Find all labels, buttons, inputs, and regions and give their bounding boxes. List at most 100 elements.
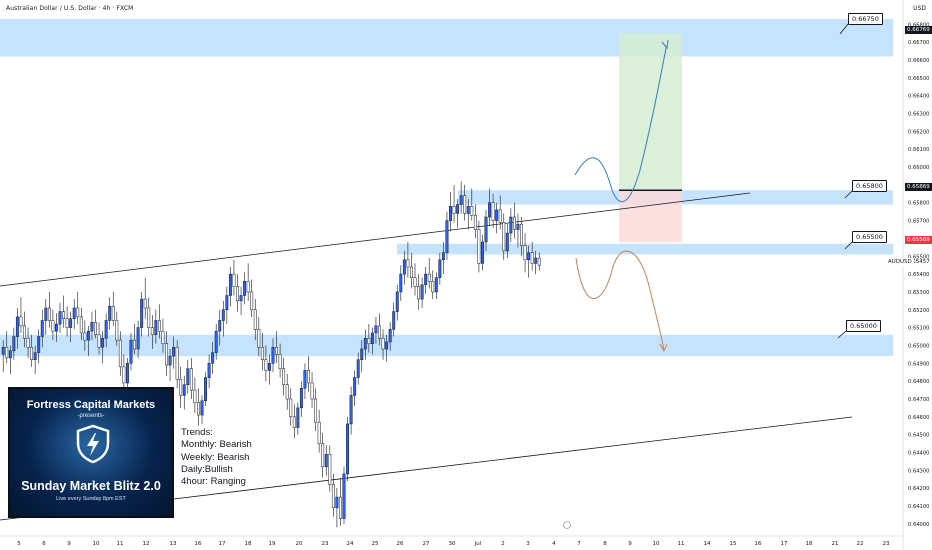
candle-body (257, 329, 261, 348)
level-label-65000[interactable]: 0.65000 (846, 320, 881, 332)
candle-body (19, 316, 23, 327)
x-tick-label: 10 (653, 541, 660, 547)
promo-schedule: Live every Sunday 8pm EST (56, 496, 126, 502)
x-tick-label: 10 (93, 541, 100, 547)
resistance-zone-66750 (0, 19, 893, 57)
support-zone-65500 (397, 243, 893, 255)
candle-body (236, 286, 239, 302)
candle-body (161, 330, 165, 344)
candle-body (477, 229, 481, 264)
candle-body (438, 259, 442, 278)
x-tick-label: 18 (245, 541, 252, 547)
level-connector (844, 190, 853, 199)
candle-body (37, 336, 41, 353)
candle-body (317, 421, 321, 444)
candle-body (303, 370, 307, 389)
candle-body (495, 209, 499, 221)
x-tick-label: 5 (17, 541, 21, 547)
x-tick-label: 19 (269, 541, 276, 547)
bearish-arrowhead (659, 343, 668, 353)
y-tick-label: 0.66600 (908, 58, 929, 64)
channel-upper-line (0, 192, 751, 287)
candle-body (289, 398, 293, 418)
x-tick-label: 22 (857, 541, 864, 547)
x-tick-label: 17 (781, 541, 788, 547)
y-tick-label: 0.65000 (908, 343, 929, 349)
x-tick-label: 23 (883, 541, 890, 547)
candle-body (314, 398, 318, 423)
x-tick-label: 6 (42, 541, 46, 547)
y-tick-label: 0.64000 (908, 522, 929, 528)
candle-body (331, 484, 335, 509)
candle-body (143, 298, 147, 309)
candle-body (122, 366, 126, 384)
y-tick-label: 0.65200 (908, 308, 929, 314)
candle-body (481, 241, 484, 264)
y-tick-label: 0.66100 (908, 147, 929, 153)
y-tick-label: 0.64500 (908, 433, 929, 439)
candle-body (413, 277, 417, 287)
y-tick-label: 0.66400 (908, 94, 929, 100)
candle-body (94, 322, 97, 336)
x-tick-label: 16 (195, 541, 202, 547)
x-tick-label: 18 (806, 541, 813, 547)
candle-body (197, 402, 200, 416)
candle-body (33, 352, 37, 360)
currency-label: USD (913, 5, 926, 12)
level-connector (837, 330, 847, 339)
level-connector (844, 241, 853, 250)
candle-body (278, 354, 282, 369)
candle-body (491, 202, 495, 221)
candle-body (72, 307, 76, 319)
x-tick-label: 23 (322, 541, 329, 547)
candle-body (296, 407, 300, 428)
level-label-65500[interactable]: 0.65500 (852, 231, 887, 243)
symbol-title: Australian Dollar / U.S. Dollar · 4h · F… (6, 5, 134, 12)
candle-body (307, 370, 310, 384)
candle-body (225, 295, 229, 311)
candle-body (104, 320, 108, 339)
candle-body (108, 305, 112, 321)
candle-body (449, 206, 452, 221)
y-tick-label: 0.64200 (908, 486, 929, 492)
bullish-arrowhead (661, 39, 669, 50)
candle-body (140, 298, 144, 328)
candle-body (530, 252, 534, 264)
price-axis (903, 0, 932, 550)
candle-body (221, 309, 225, 321)
candle-body (168, 355, 172, 366)
candle-body (282, 368, 286, 385)
level-label-65800[interactable]: 0.65800 (852, 180, 887, 192)
candle-body (228, 273, 232, 296)
y-tick-label: 0.65100 (908, 326, 929, 332)
candle-body (473, 214, 477, 230)
level-label-66750[interactable]: 0.66750 (848, 13, 883, 25)
candle-body (392, 311, 396, 330)
candle-body (417, 286, 421, 300)
candle-body (356, 359, 360, 378)
candle-body (200, 400, 204, 416)
support-zone-65000 (0, 334, 893, 357)
candle-body (399, 273, 403, 293)
candle-body (86, 330, 90, 341)
x-tick-label: 9 (67, 541, 71, 547)
candle-body (193, 389, 197, 403)
x-tick-label: 26 (397, 541, 404, 547)
target-box (619, 33, 682, 191)
x-tick-label: 11 (117, 541, 124, 547)
candle-body (97, 334, 101, 348)
x-tick-label: Jul (474, 541, 482, 547)
y-tick-label: 0.65800 (908, 201, 929, 207)
candle-body (44, 307, 48, 321)
candle-body (12, 336, 16, 352)
candle-body (385, 341, 389, 350)
candle-body (1, 347, 5, 355)
candle-body (512, 216, 516, 230)
candle-body (523, 245, 527, 261)
candle-body (378, 325, 381, 339)
trend-4hour: 4hour: Ranging (181, 476, 246, 488)
candle-body (271, 347, 275, 364)
bullish-projection-arrow (574, 47, 667, 202)
candle-body (342, 473, 346, 519)
